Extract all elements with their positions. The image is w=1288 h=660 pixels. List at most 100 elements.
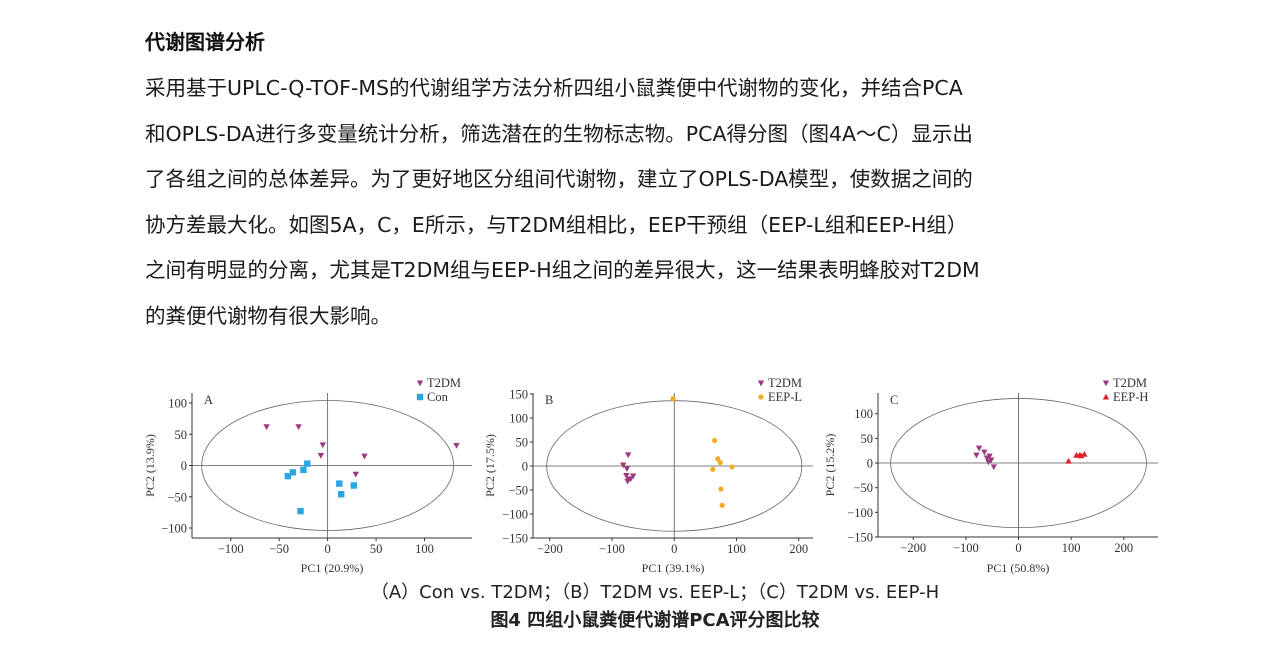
y-tick-label: −100 xyxy=(161,522,187,536)
data-point-t2dm xyxy=(620,462,627,469)
y-tick-label: −100 xyxy=(847,506,873,520)
x-tick-label: 200 xyxy=(1114,541,1133,555)
data-point-t2dm xyxy=(625,452,632,459)
legend-marker xyxy=(416,380,424,387)
x-axis-label: PC1 (50.8%) xyxy=(987,561,1050,575)
panel-label: C xyxy=(890,393,898,407)
data-point-t2dm xyxy=(623,466,631,473)
data-point-t2dm xyxy=(453,442,460,449)
data-point-t2dm xyxy=(987,457,995,464)
pca-panel-b: −200 −100 0 100 200 150 100 50 0 −50 −100 −150 PC1 (… xyxy=(480,375,820,575)
data-point-t2dm xyxy=(263,424,270,430)
figure-subcaption: （A）Con vs. T2DM；（B）T2DM vs. EEP-L；（C）T2D… xyxy=(370,582,940,603)
x-tick-label: 50 xyxy=(370,542,383,556)
x-axis-label: PC1 (20.9%) xyxy=(301,561,364,575)
data-point-eep-h xyxy=(1081,450,1088,457)
body-paragraph: 采用基于UPLC-Q-TOF-MS的代谢组学方法分析四组小鼠粪便中代谢物的变化，… xyxy=(145,66,1165,340)
y-tick-label: 100 xyxy=(168,397,187,411)
legend-label: EEP-H xyxy=(1113,390,1148,404)
data-point-eep-l xyxy=(670,396,676,402)
y-tick-label: −50 xyxy=(508,483,528,497)
pca-panel-c: −200 −100 0 100 200 100 50 0 −50 −100 −150 PC1 (50.… xyxy=(820,375,1160,575)
confidence-ellipse xyxy=(201,400,454,531)
y-tick-label: 0 xyxy=(522,459,528,473)
paragraph-line: 之间有明显的分离，尤其是T2DM组与EEP-H组之间的差异很大，这一结果表明蜂胶… xyxy=(145,258,980,283)
y-tick-label: −50 xyxy=(167,490,187,504)
legend-marker xyxy=(757,380,765,387)
pca-chart-b: −200 −100 0 100 200 150 100 50 0 −50 −100 −150 PC1 (… xyxy=(483,376,813,575)
y-tick-label: 50 xyxy=(516,435,529,449)
x-tick-label: 0 xyxy=(325,542,331,556)
data-point-eep-l xyxy=(729,464,735,470)
legend-label: Con xyxy=(427,390,449,404)
y-tick-label: 50 xyxy=(861,432,874,446)
data-point-t2dm xyxy=(319,442,326,449)
section-title: 代谢图谱分析 xyxy=(145,30,265,54)
y-axis-label: PC2 (17.5%) xyxy=(483,434,497,497)
data-point-t2dm xyxy=(295,424,302,430)
data-point-eep-l xyxy=(712,437,718,444)
x-tick-label: 100 xyxy=(1062,541,1081,555)
pca-chart-c: −200 −100 0 100 200 100 50 0 −50 −100 −150 PC1 (50.… xyxy=(823,376,1158,575)
data-point-t2dm xyxy=(361,453,368,460)
data-point-t2dm xyxy=(973,452,980,459)
pca-panel-a: −100 −50 0 50 100 100 50 0 −50 −100 PC1 (20.9%) PC2… xyxy=(140,375,480,575)
y-tick-label: 100 xyxy=(509,411,528,425)
paragraph-line: 了各组之间的总体差异。为了更好地区分组间代谢物，建立了OPLS-DA模型，使数据… xyxy=(145,167,973,192)
x-axis-label: PC1 (39.1%) xyxy=(642,561,705,575)
x-tick-label: −50 xyxy=(269,542,289,556)
data-point-t2dm xyxy=(986,453,993,460)
data-point-con xyxy=(338,491,345,498)
paragraph-line: 的粪便代谢物有很大影响。 xyxy=(145,303,391,328)
x-tick-label: 100 xyxy=(415,542,434,556)
x-tick-label: −100 xyxy=(599,542,625,556)
legend-label: T2DM xyxy=(1113,376,1147,390)
y-tick-label: 100 xyxy=(854,407,873,421)
legend-label: T2DM xyxy=(427,376,461,390)
x-tick-label: −200 xyxy=(537,542,563,556)
data-point-eep-l xyxy=(719,502,725,508)
data-point-eep-l xyxy=(717,460,723,466)
x-tick-label: 200 xyxy=(789,542,808,556)
data-point-t2dm xyxy=(627,476,634,483)
paragraph-line: 协方差最大化。如图5A，C，E所示，与T2DM组相比，EEP干预组（EEP-L组… xyxy=(145,212,968,237)
y-tick-label: −50 xyxy=(853,481,873,495)
data-point-eep-h xyxy=(1065,457,1072,464)
data-point-t2dm xyxy=(352,471,359,478)
data-point-t2dm xyxy=(317,452,325,459)
legend-label: T2DM xyxy=(768,376,802,390)
data-point-con xyxy=(304,460,311,467)
figure-caption: 图4 四组小鼠粪便代谢谱PCA评分图比较 xyxy=(490,610,820,631)
y-tick-label: 50 xyxy=(175,428,188,442)
paragraph-line: 采用基于UPLC-Q-TOF-MS的代谢组学方法分析四组小鼠粪便中代谢物的变化，… xyxy=(145,76,963,100)
data-point-eep-l xyxy=(710,466,716,472)
x-tick-label: −100 xyxy=(953,541,979,555)
data-point-con xyxy=(336,480,343,487)
y-tick-label: −150 xyxy=(502,532,528,546)
paragraph-line: 和OPLS-DA进行多变量统计分析，筛选潜在的生物标志物。PCA得分图（图4A～… xyxy=(145,121,973,146)
y-tick-label: 150 xyxy=(509,387,528,401)
pca-chart-a: −100 −50 0 50 100 100 50 0 −50 −100 PC1 (20.9%) PC2… xyxy=(143,376,472,575)
data-point-con xyxy=(284,472,292,480)
data-point-con xyxy=(297,507,304,515)
data-point-eep-l xyxy=(715,456,721,462)
data-point-t2dm xyxy=(990,464,997,471)
data-point-con xyxy=(350,482,357,489)
data-point-t2dm xyxy=(624,478,631,485)
y-axis-label: PC2 (15.2%) xyxy=(823,434,837,497)
panel-label: B xyxy=(545,393,553,407)
data-point-eep-h xyxy=(1077,452,1085,459)
y-tick-label: 0 xyxy=(181,459,187,473)
y-tick-label: −100 xyxy=(502,507,528,521)
legend-label: EEP-L xyxy=(768,390,802,404)
data-point-t2dm xyxy=(981,449,988,456)
y-tick-label: −150 xyxy=(847,531,873,545)
y-tick-label: 0 xyxy=(867,457,873,471)
x-tick-label: −100 xyxy=(218,542,244,556)
data-point-t2dm xyxy=(629,473,637,480)
data-point-t2dm xyxy=(975,445,983,452)
x-tick-label: 0 xyxy=(1015,541,1021,555)
x-tick-label: 100 xyxy=(727,542,746,556)
y-axis-label: PC2 (13.9%) xyxy=(143,434,157,497)
x-tick-label: −200 xyxy=(900,541,926,555)
